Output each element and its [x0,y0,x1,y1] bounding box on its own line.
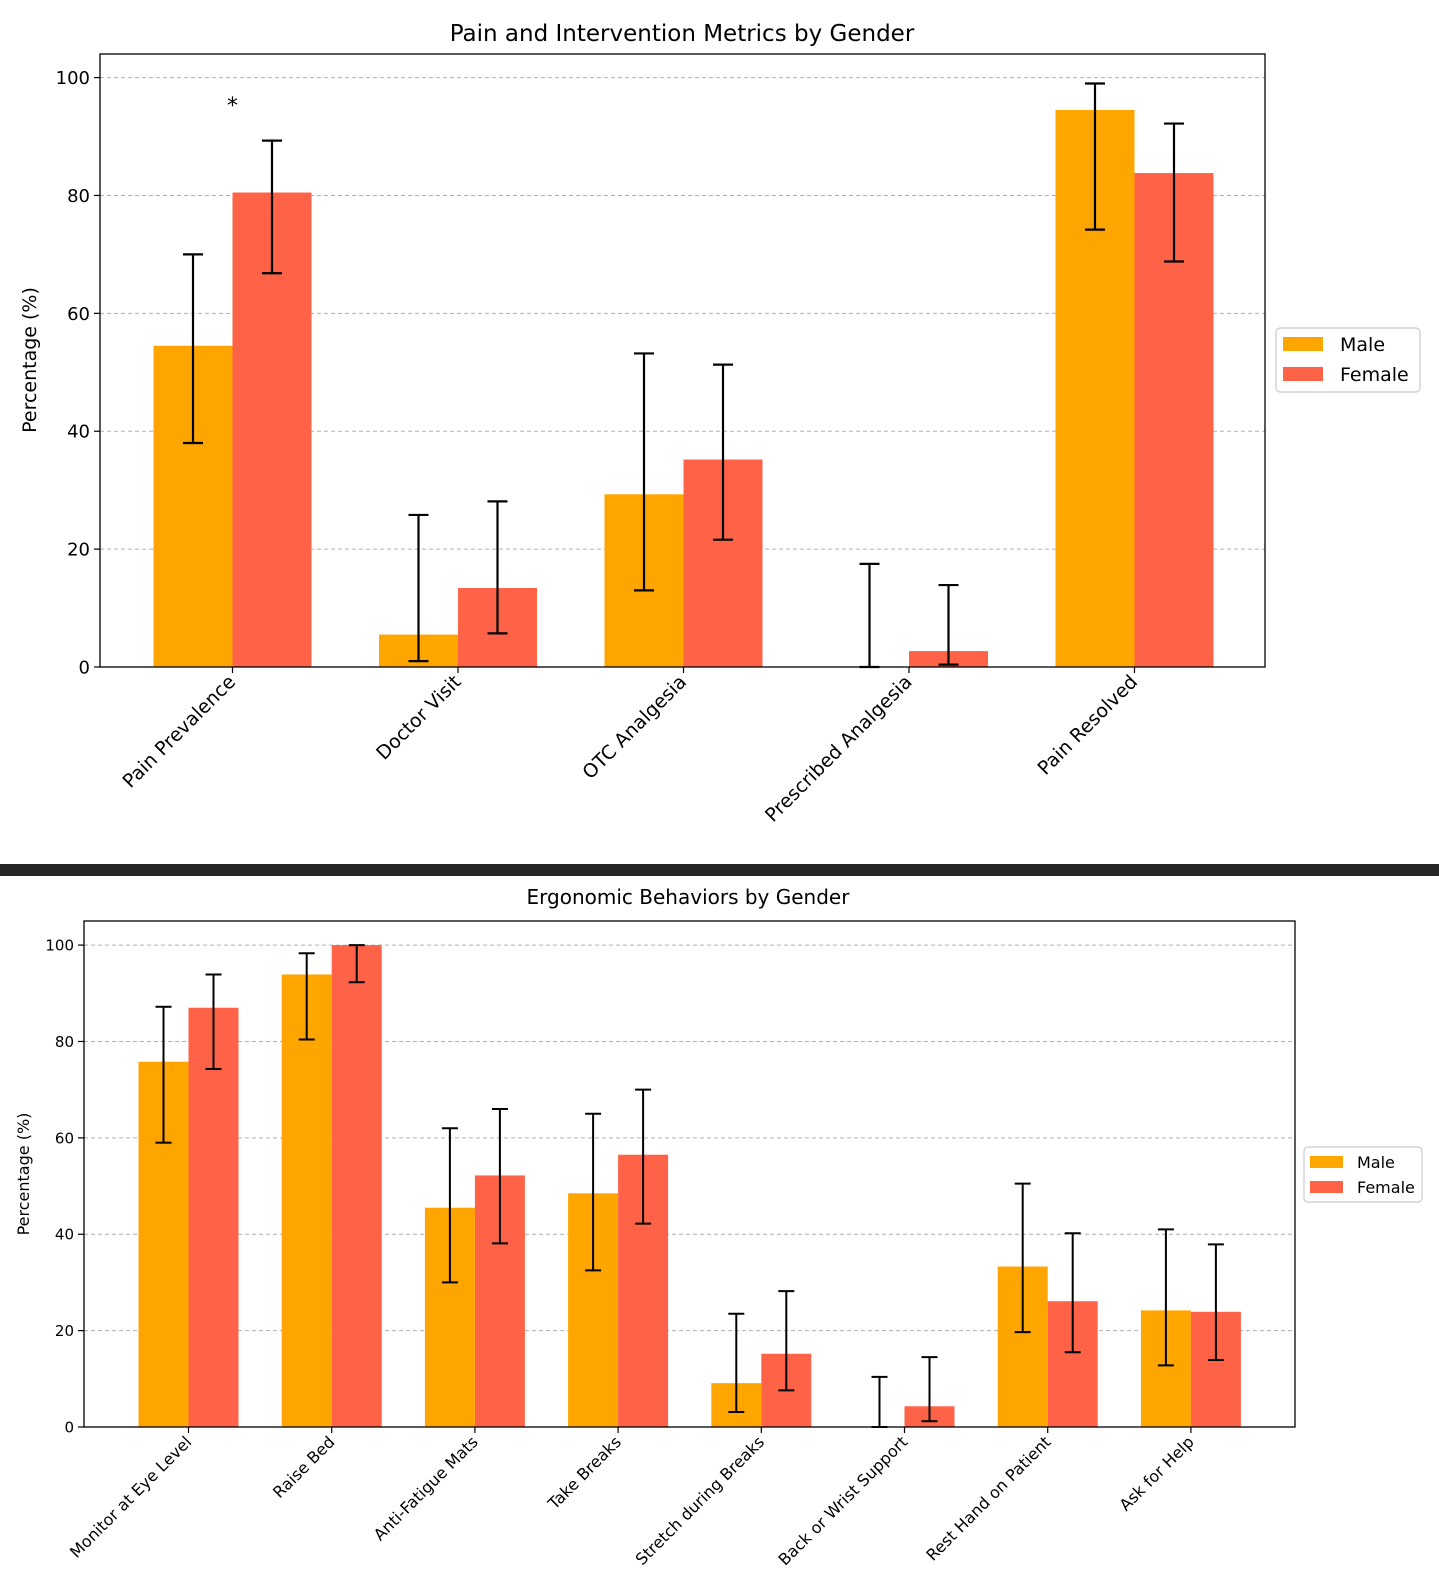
error-bar-female-prescribed-analgesia [938,583,959,666]
error-bar-male-pain-prevalence [183,253,203,445]
error-bar-female-otc-analgesia [713,363,733,541]
error-bar-female-doctor-visit [487,500,508,635]
x-tick-label-pain-prevalence: Pain Prevalence [119,671,241,793]
y-tick-label: 20 [55,1322,74,1340]
error-bar-male-prescribed-analgesia [859,562,880,669]
plot-frame [99,53,1266,668]
error-bar-female-back-or-wrist-support [921,1356,938,1423]
x-tick-label-take-breaks: Take Breaks [544,1432,625,1513]
error-bar-male-rest-hand-on-patient [1014,1182,1031,1334]
chart-title: Ergonomic Behaviors by Gender [527,885,851,909]
error-bar-female-rest-hand-on-patient [1064,1232,1081,1354]
error-bar-male-pain-resolved [1085,82,1105,231]
x-tick-label-raise-bed: Raise Bed [269,1432,338,1501]
bar-female-raise-bed [331,945,382,1427]
error-bar-male-anti-fatigue-mats [441,1127,458,1284]
x-tick-label-monitor-at-eye-level: Monitor at Eye Level [66,1432,195,1561]
y-tick-label: 0 [79,657,90,678]
y-tick-label: 100 [45,936,74,954]
y-tick-label: 100 [56,68,90,89]
y-tick-label: 80 [67,186,90,207]
x-tick-label-back-or-wrist-support: Back or Wrist Support [775,1432,912,1569]
bar-male-raise-bed [281,974,332,1427]
x-tick-label-ask-for-help: Ask for Help [1116,1432,1198,1514]
error-bar-female-take-breaks [635,1088,652,1225]
x-tick-label-anti-fatigue-mats: Anti-Fatigue Mats [370,1432,482,1544]
y-tick-label: 40 [55,1226,74,1244]
error-bar-female-pain-prevalence [262,139,282,275]
error-bar-male-raise-bed [298,952,315,1041]
significance-marker: * [227,94,238,119]
ergonomic-behaviors-chart: Ergonomic Behaviors by Gender Percentage… [14,885,1423,1569]
error-bar-male-back-or-wrist-support [871,1375,888,1428]
x-tick-label-stretch-during-breaks: Stretch during Breaks [632,1432,768,1568]
chart-title: Pain and Intervention Metrics by Gender [450,21,915,47]
error-bar-male-take-breaks [585,1112,602,1272]
panel-divider [0,864,1439,876]
y-axis-label: Percentage (%) [19,287,41,433]
legend: Male Female [1303,1146,1423,1203]
legend-label-male: Male [1340,334,1385,356]
y-axis-label: Percentage (%) [14,1113,33,1236]
y-tick-label: 80 [55,1033,74,1051]
y-tick-label: 60 [55,1129,74,1147]
x-tick-label-pain-resolved: Pain Resolved [1034,671,1143,780]
error-bar-female-monitor-at-eye-level [205,973,222,1070]
bar-female-monitor-at-eye-level [188,1007,239,1427]
x-tick-label-doctor-visit: Doctor Visit [372,671,465,764]
x-tick-label-prescribed-analgesia: Prescribed Analgesia [761,671,917,827]
legend-label-female: Female [1340,364,1409,386]
legend-label-female: Female [1357,1178,1415,1197]
legend: Male Female [1275,327,1421,393]
error-bar-male-doctor-visit [408,513,429,663]
error-bar-female-anti-fatigue-mats [491,1107,508,1245]
pain-metrics-chart: Pain and Intervention Metrics by Gender … [19,21,1421,827]
error-bar-male-otc-analgesia [634,352,654,592]
error-bar-female-pain-resolved [1164,122,1184,263]
x-tick-label-rest-hand-on-patient: Rest Hand on Patient [922,1432,1054,1564]
y-tick-label: 40 [67,422,90,443]
error-bar-male-stretch-during-breaks [728,1312,745,1414]
plot-frame [83,920,1296,1428]
y-tick-label: 60 [67,304,90,325]
y-tick-label: 0 [64,1418,74,1436]
error-bar-male-monitor-at-eye-level [155,1005,172,1144]
error-bar-female-stretch-during-breaks [778,1290,795,1392]
error-bar-female-raise-bed [348,944,365,984]
legend-swatch-female [1283,367,1323,381]
legend-swatch-female [1310,1181,1343,1193]
x-tick-label-otc-analgesia: OTC Analgesia [578,671,691,784]
legend-swatch-male [1283,337,1323,351]
error-bar-female-ask-for-help [1207,1243,1224,1362]
error-bar-male-ask-for-help [1157,1228,1174,1367]
legend-swatch-male [1310,1156,1343,1168]
legend-label-male: Male [1357,1153,1395,1172]
y-tick-label: 20 [67,540,90,561]
